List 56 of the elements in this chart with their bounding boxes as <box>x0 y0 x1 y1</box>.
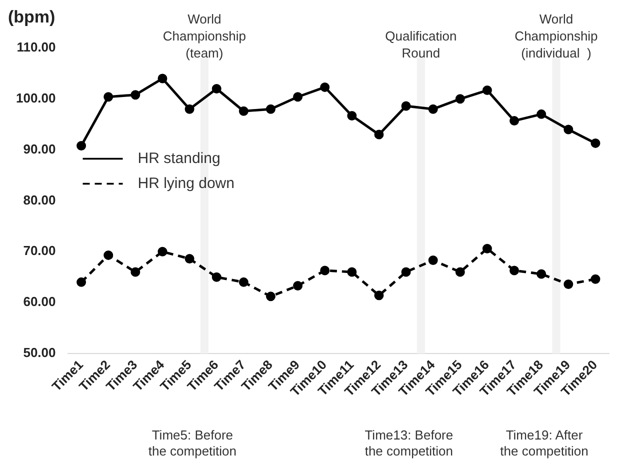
point <box>347 267 357 277</box>
band-label: World Championship (team) <box>162 12 246 61</box>
point <box>266 292 276 302</box>
point <box>238 106 248 116</box>
point <box>455 267 465 277</box>
point <box>320 266 330 276</box>
y-tick-label: 100.00 <box>16 90 56 106</box>
y-tick-label: 110.00 <box>16 40 56 55</box>
point <box>428 104 438 114</box>
point <box>184 254 194 264</box>
point <box>374 290 384 300</box>
point <box>510 266 520 276</box>
point <box>212 84 222 94</box>
point <box>374 130 384 140</box>
text: Time5: Before the competition <box>148 428 237 459</box>
point <box>401 101 411 111</box>
point <box>130 267 140 277</box>
point <box>320 82 330 92</box>
point <box>76 140 86 150</box>
point <box>455 94 465 104</box>
point <box>212 272 222 282</box>
point <box>564 279 574 289</box>
point <box>590 138 600 148</box>
text: Time13: Before the competition <box>364 428 454 459</box>
y-tick-label: 90.00 <box>23 141 56 156</box>
point <box>510 116 520 126</box>
point <box>564 124 574 134</box>
point <box>76 277 86 287</box>
point <box>347 110 357 120</box>
point <box>104 92 114 102</box>
legend-label: HR standing <box>138 150 220 167</box>
band-label: Qualification Round <box>385 28 457 61</box>
point <box>158 74 168 84</box>
y-tick-label: 80.00 <box>23 192 56 208</box>
text: Time19: After the competition <box>500 428 588 459</box>
point <box>401 267 411 277</box>
y-axis-title: (bpm) <box>8 8 56 27</box>
point <box>104 250 114 260</box>
point <box>293 280 303 290</box>
point <box>130 90 140 100</box>
point <box>536 109 546 119</box>
point <box>482 86 492 96</box>
y-tick-label: 60.00 <box>23 294 56 310</box>
point <box>266 104 276 114</box>
point <box>238 277 248 287</box>
point <box>158 246 168 256</box>
point <box>428 256 438 266</box>
point <box>590 274 600 284</box>
y-tick-label: 70.00 <box>23 243 56 258</box>
point <box>482 244 492 254</box>
point <box>293 92 303 102</box>
point <box>536 269 546 279</box>
band-label: World Championship (individual ) <box>514 12 598 61</box>
point <box>184 104 194 114</box>
y-tick-label: 50.00 <box>23 345 56 360</box>
legend-label: HR lying down <box>138 174 234 192</box>
